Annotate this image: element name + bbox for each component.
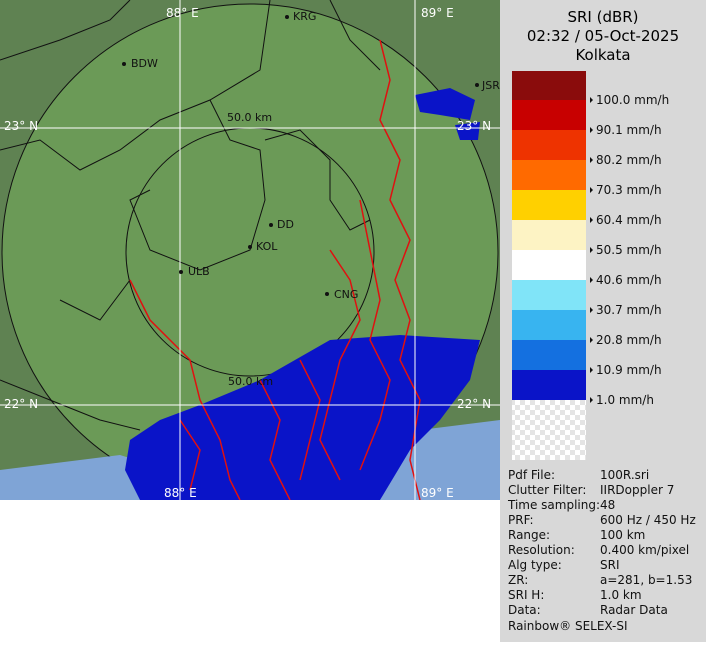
city-label: CNG <box>334 288 358 301</box>
info-key: Time sampling: <box>507 498 600 512</box>
color-scale <box>512 71 586 460</box>
info-key: SRI H: <box>508 588 544 602</box>
map: 88° E 89° E 23° N 23° N 22° N 22° N 88° … <box>0 0 500 500</box>
scale-label: 1.0 mm/h <box>596 393 654 407</box>
scale-tick <box>590 187 593 193</box>
scale-label: 10.9 mm/h <box>596 363 662 377</box>
city-label: ULB <box>188 265 210 278</box>
info-value: 48 <box>600 498 615 512</box>
info-key: ZR: <box>508 573 528 587</box>
scale-label: 30.7 mm/h <box>596 303 662 317</box>
info-key: Data: <box>508 603 541 617</box>
range-label: 50.0 km <box>228 375 273 388</box>
scale-label: 80.2 mm/h <box>596 153 662 167</box>
scale-label: 50.5 mm/h <box>596 243 662 257</box>
info-value: a=281, b=1.53 <box>600 573 692 587</box>
info-value: IIRDoppler 7 <box>600 483 674 497</box>
rain-area <box>125 335 480 500</box>
graticule <box>0 0 500 500</box>
scale-label: 60.4 mm/h <box>596 213 662 227</box>
scale-tick <box>590 217 593 223</box>
legend-title: SRI (dBR) <box>567 8 638 26</box>
city-label: BDW <box>131 57 158 70</box>
info-value: 100R.sri <box>600 468 649 482</box>
lat-label: 23° N <box>457 119 491 133</box>
info-table: Pdf File: 100R.sri Clutter Filter: IIRDoppl… <box>507 468 696 617</box>
scale-labels: 100.0 mm/h 90.1 mm/h 80.2 mm/h 70.3 mm/h 60.… <box>590 93 669 407</box>
city-label: KOL <box>256 240 278 253</box>
lon-label: 88° E <box>164 486 197 500</box>
scale-tick <box>590 97 593 103</box>
info-value: SRI <box>600 558 620 572</box>
scale-label: 100.0 mm/h <box>596 93 669 107</box>
info-key: Pdf File: <box>508 468 555 482</box>
footer: Rainbow® SELEX-SI <box>508 619 628 633</box>
city-label: JSR <box>481 79 500 92</box>
rain-patch <box>415 88 480 140</box>
scale-label: 90.1 mm/h <box>596 123 662 137</box>
info-key: Range: <box>508 528 550 542</box>
scale-tick <box>590 157 593 163</box>
info-value: 600 Hz / 450 Hz <box>600 513 696 527</box>
rivers <box>129 39 421 500</box>
city-label: DD <box>277 218 294 231</box>
scale-label: 40.6 mm/h <box>596 273 662 287</box>
scale-tick <box>590 277 593 283</box>
lon-label: 88° E <box>166 6 199 20</box>
legend-site: Kolkata <box>575 46 630 64</box>
info-key: PRF: <box>508 513 534 527</box>
scale-tick <box>590 307 593 313</box>
lon-label: 89° E <box>421 6 454 20</box>
scale-label: 20.8 mm/h <box>596 333 662 347</box>
scale-tick <box>590 397 593 403</box>
scale-tick <box>590 367 593 373</box>
city-dots <box>122 15 479 296</box>
city-label: KRG <box>293 10 316 23</box>
scale-tick <box>590 247 593 253</box>
scale-label: 70.3 mm/h <box>596 183 662 197</box>
scale-tick <box>590 127 593 133</box>
range-label: 50.0 km <box>227 111 272 124</box>
legend-time: 02:32 / 05-Oct-2025 <box>527 27 679 45</box>
info-key: Alg type: <box>508 558 562 572</box>
scale-tick <box>590 337 593 343</box>
lat-label: 22° N <box>4 397 38 411</box>
lon-label: 89° E <box>421 486 454 500</box>
info-value: Radar Data <box>600 603 668 617</box>
borders <box>0 0 381 431</box>
info-value: 100 km <box>600 528 645 542</box>
info-key: Clutter Filter: <box>508 483 586 497</box>
info-value: 1.0 km <box>600 588 642 602</box>
lat-label: 22° N <box>457 397 491 411</box>
info-value: 0.400 km/pixel <box>600 543 689 557</box>
info-key: Resolution: <box>508 543 575 557</box>
lat-label: 23° N <box>4 119 38 133</box>
